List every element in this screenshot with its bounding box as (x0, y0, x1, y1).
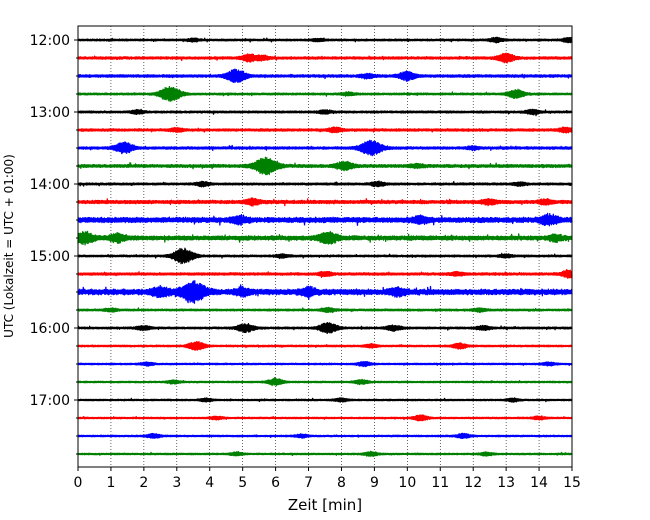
x-tick-label: 4 (205, 475, 214, 491)
seismic-traces (77, 36, 573, 457)
trace-1445 (77, 230, 573, 246)
x-axis-ticks: 0 1 2 3 4 5 6 7 8 9 10 11 12 13 14 15 (74, 467, 581, 491)
y-tick-label: 16:00 (30, 321, 70, 337)
y-tick-label: 15:00 (30, 249, 70, 265)
trace-1645 (77, 377, 573, 387)
trace-1315 (77, 126, 573, 134)
trace-1230 (77, 68, 573, 84)
x-tick-label: 8 (337, 475, 346, 491)
trace-1245 (77, 86, 573, 102)
x-tick-label: 2 (139, 475, 148, 491)
trace-1600 (77, 321, 573, 335)
trace-1530 (77, 280, 573, 304)
trace-1730 (77, 432, 573, 440)
trace-1515 (77, 269, 573, 279)
x-tick-label: 13 (497, 475, 515, 491)
x-tick-label: 15 (563, 475, 581, 491)
x-tick-label: 9 (370, 475, 379, 491)
y-axis-label: UTC (Lokalzeit = UTC + 01:00) (2, 154, 16, 338)
plot-frame (77, 25, 573, 468)
trace-1700 (77, 397, 573, 403)
x-tick-label: 1 (106, 475, 115, 491)
trace-1630 (77, 361, 573, 368)
x-tick-label: 14 (530, 475, 548, 491)
x-tick-label: 3 (172, 475, 181, 491)
trace-1545 (77, 306, 573, 314)
trace-1715 (77, 414, 573, 422)
y-tick-label: 17:00 (30, 393, 70, 409)
trace-1215 (77, 52, 573, 64)
trace-1500 (77, 247, 573, 265)
x-tick-label: 7 (304, 475, 313, 491)
x-tick-label: 11 (431, 475, 449, 491)
trace-1615 (77, 340, 573, 351)
x-tick-label: 0 (74, 475, 83, 491)
y-tick-label: 14:00 (30, 177, 70, 193)
x-tick-label: 6 (271, 475, 280, 491)
trace-1330 (77, 139, 573, 157)
trace-1430 (77, 212, 573, 227)
trace-1415 (77, 197, 573, 207)
trace-1745 (77, 450, 573, 457)
trace-1300 (77, 108, 573, 117)
y-tick-label: 12:00 (30, 33, 70, 49)
x-tick-label: 10 (398, 475, 416, 491)
y-axis-ticks: 12:00 13:00 14:00 15:00 16:00 17:00 (30, 33, 78, 455)
trace-1400 (77, 180, 573, 188)
x-axis-label: Zeit [min] (288, 496, 362, 514)
trace-1345 (77, 156, 573, 176)
trace-1200 (77, 36, 573, 44)
x-tick-label: 12 (464, 475, 482, 491)
y-tick-label: 13:00 (30, 105, 70, 121)
x-tick-label: 5 (238, 475, 247, 491)
